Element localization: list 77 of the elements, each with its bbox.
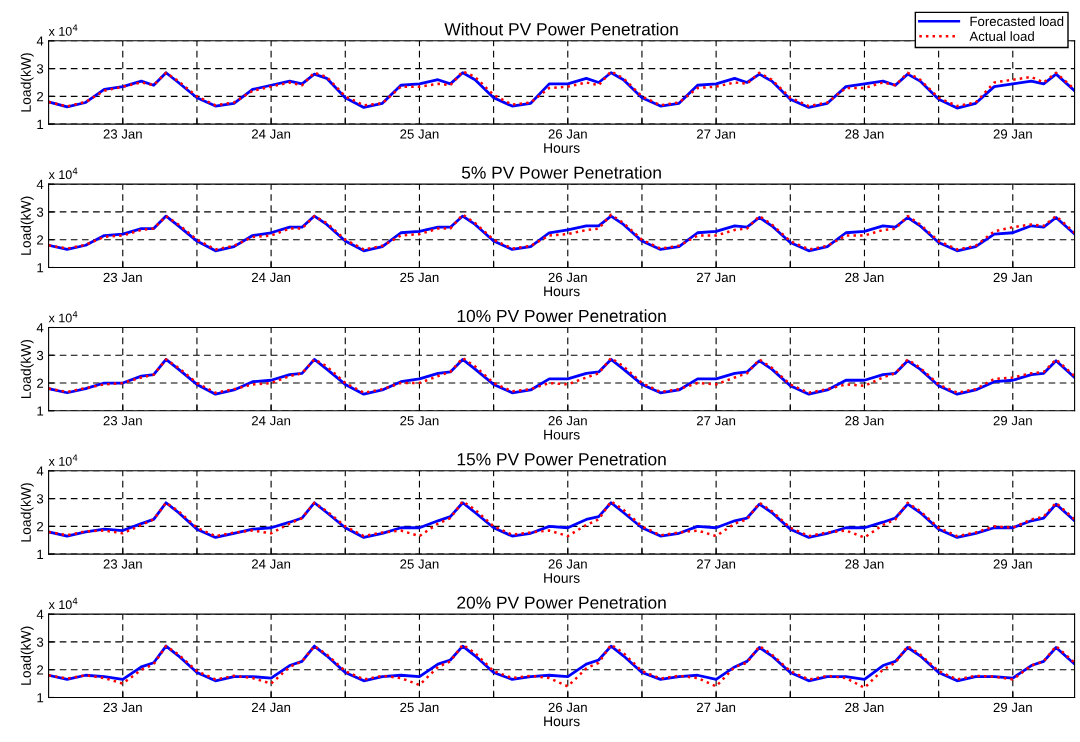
chart-title: 15% PV Power Penetration [457, 452, 666, 466]
x-tick-label: 25 Jan [400, 702, 439, 713]
y-tick-label: 1 [37, 263, 44, 273]
chart-title: 5% PV Power Penetration [461, 166, 661, 179]
y-tick-label: 3 [36, 494, 44, 504]
x-tick-label: 28 Jan [845, 129, 884, 139]
y-tick-label: 2 [37, 521, 44, 532]
y-tick-label: 2 [37, 378, 44, 388]
x-tick-label: 26 Jan [548, 416, 587, 426]
y-tick-label: 2 [37, 235, 44, 245]
x-tick-label: 24 Jan [251, 272, 291, 283]
y-axis-title: Load(kW) [20, 53, 34, 112]
x-tick-label: 27 Jan [696, 559, 736, 569]
x-tick-label: 27 Jan [696, 416, 736, 426]
y-tick-label: 4 [36, 466, 44, 476]
x-tick-label: 28 Jan [845, 702, 884, 713]
y-tick-label: 1 [37, 119, 44, 129]
y-tick-label: 3 [36, 64, 44, 74]
x-tick-label: 29 Jan [993, 559, 1032, 569]
x-axis-title: Hours [544, 286, 580, 297]
y-tick-label: 1 [37, 693, 44, 703]
x-tick-label: 28 Jan [845, 272, 884, 283]
y-tick-label: 1 [37, 406, 44, 416]
x-tick-label: 24 Jan [251, 129, 291, 139]
x-tick-label: 29 Jan [993, 129, 1032, 139]
x-axis-title: Hours [544, 716, 580, 727]
x-tick-label: 26 Jan [548, 559, 587, 569]
x-tick-label: 28 Jan [845, 559, 884, 569]
text: x 10$^{4}$ [48, 24, 78, 36]
x-tick-label: 24 Jan [251, 559, 291, 569]
x-tick-label: 25 Jan [400, 416, 439, 426]
x-tick-label: 27 Jan [696, 129, 736, 139]
x-tick-label: 25 Jan [400, 272, 439, 283]
text: x 10$^{4}$ [48, 454, 78, 466]
x-tick-label: 25 Jan [400, 559, 439, 569]
x-tick-label: 24 Jan [251, 416, 291, 426]
y-tick-label: 3 [36, 207, 44, 217]
x-tick-label: 26 Jan [548, 272, 587, 283]
x-tick-label: 24 Jan [251, 702, 291, 713]
x-tick-label: 23 Jan [103, 702, 142, 713]
x-tick-label: 25 Jan [400, 129, 439, 139]
x-tick-label: 27 Jan [696, 702, 736, 713]
y-tick-label: 4 [36, 323, 44, 333]
text: x 10$^{4}$ [48, 597, 78, 610]
x-tick-label: 23 Jan [103, 559, 142, 569]
x-tick-label: 23 Jan [103, 416, 142, 426]
legend-label: Forecasted load [970, 16, 1064, 27]
y-tick-label: 4 [36, 609, 44, 619]
chart-title: 20% PV Power Penetration [457, 596, 666, 609]
text: x 10$^{4}$ [48, 167, 78, 180]
x-tick-label: 29 Jan [993, 416, 1032, 426]
x-axis-title: Hours [544, 429, 580, 440]
x-tick-label: 27 Jan [696, 272, 736, 283]
x-axis-title: Hours [544, 573, 580, 583]
chart-title: 10% PV Power Penetration [457, 309, 666, 323]
x-tick-label: 26 Jan [548, 129, 587, 139]
y-tick-label: 1 [37, 549, 44, 559]
y-tick-label: 2 [37, 91, 44, 102]
y-axis-title: Load(kW) [20, 626, 34, 685]
y-axis-title: Load(kW) [20, 196, 34, 255]
x-tick-label: 23 Jan [103, 129, 142, 139]
y-tick-label: 2 [37, 665, 44, 675]
legend-label: Actual load [969, 31, 1034, 41]
chart-title: Without PV Power Penetration [444, 22, 678, 36]
x-tick-label: 29 Jan [993, 702, 1032, 713]
y-tick-label: 3 [36, 350, 44, 361]
x-tick-label: 26 Jan [548, 702, 587, 713]
x-axis-title: Hours [544, 143, 580, 153]
text: x 10$^{4}$ [48, 311, 78, 323]
x-tick-label: 28 Jan [845, 416, 884, 426]
x-tick-label: 29 Jan [993, 272, 1032, 283]
x-tick-label: 23 Jan [103, 272, 142, 283]
y-axis-title: Load(kW) [20, 483, 34, 542]
y-tick-label: 4 [36, 179, 44, 189]
y-tick-label: 3 [36, 637, 44, 647]
y-axis-title: Load(kW) [20, 339, 34, 399]
y-tick-label: 4 [36, 36, 44, 46]
